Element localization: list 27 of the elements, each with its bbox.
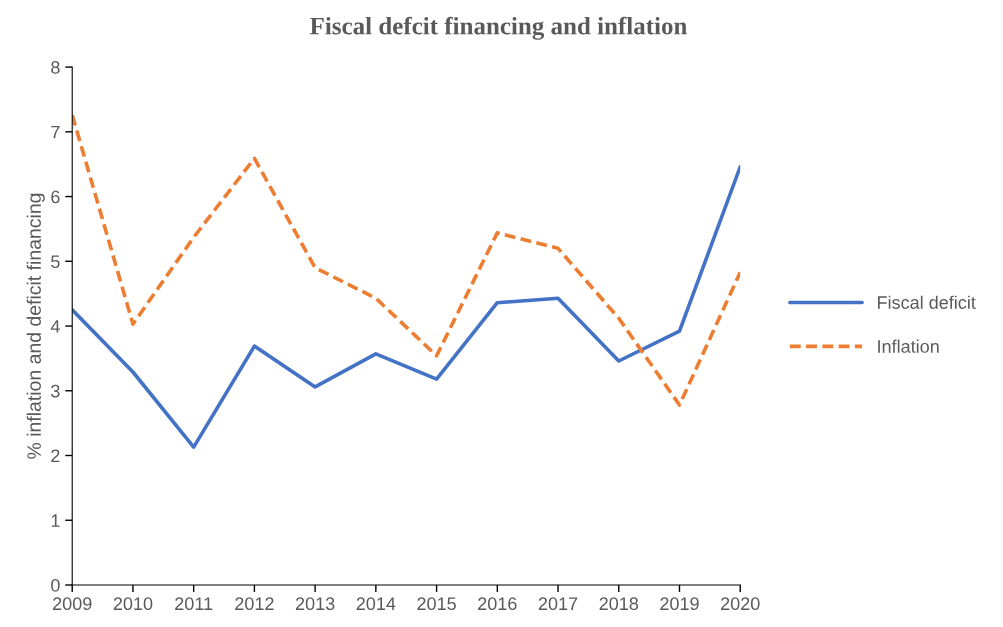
y-tick-label: 8 [51, 61, 60, 74]
y-tick-label: 0 [51, 578, 60, 592]
x-tick-label: 2009 [53, 597, 92, 611]
x-tick-label: 2017 [538, 597, 578, 611]
y-tick-label: 3 [51, 384, 60, 398]
x-tick-label: 2012 [235, 597, 274, 611]
y-tick-label: 7 [51, 125, 60, 139]
x-tick-label: 2011 [175, 597, 213, 611]
x-tick-label: 2019 [660, 597, 699, 611]
legend-label: Fiscal deficit [878, 295, 976, 309]
legend-label: Inflation [878, 339, 939, 353]
y-tick-label: 5 [51, 255, 60, 269]
line-series [72, 164, 741, 449]
line-series [72, 113, 741, 407]
y-tick-label: 2 [51, 449, 60, 463]
x-tick-label: 2014 [356, 597, 396, 611]
y-tick-label: 1 [51, 514, 60, 527]
x-tick-label: 2010 [113, 597, 153, 611]
y-tick-label: 6 [51, 190, 60, 204]
x-tick-label: 2018 [599, 597, 639, 611]
x-tick-label: 2020 [721, 597, 760, 611]
y-axis-title: % inflation and deficit financing [26, 193, 45, 459]
x-tick-label: 2015 [417, 597, 456, 611]
x-tick-label: 2016 [478, 597, 517, 611]
x-tick-label: 2013 [295, 597, 335, 611]
chart-title: Fiscal defcit financing and inflation [310, 16, 688, 40]
y-tick-label: 4 [50, 320, 60, 333]
